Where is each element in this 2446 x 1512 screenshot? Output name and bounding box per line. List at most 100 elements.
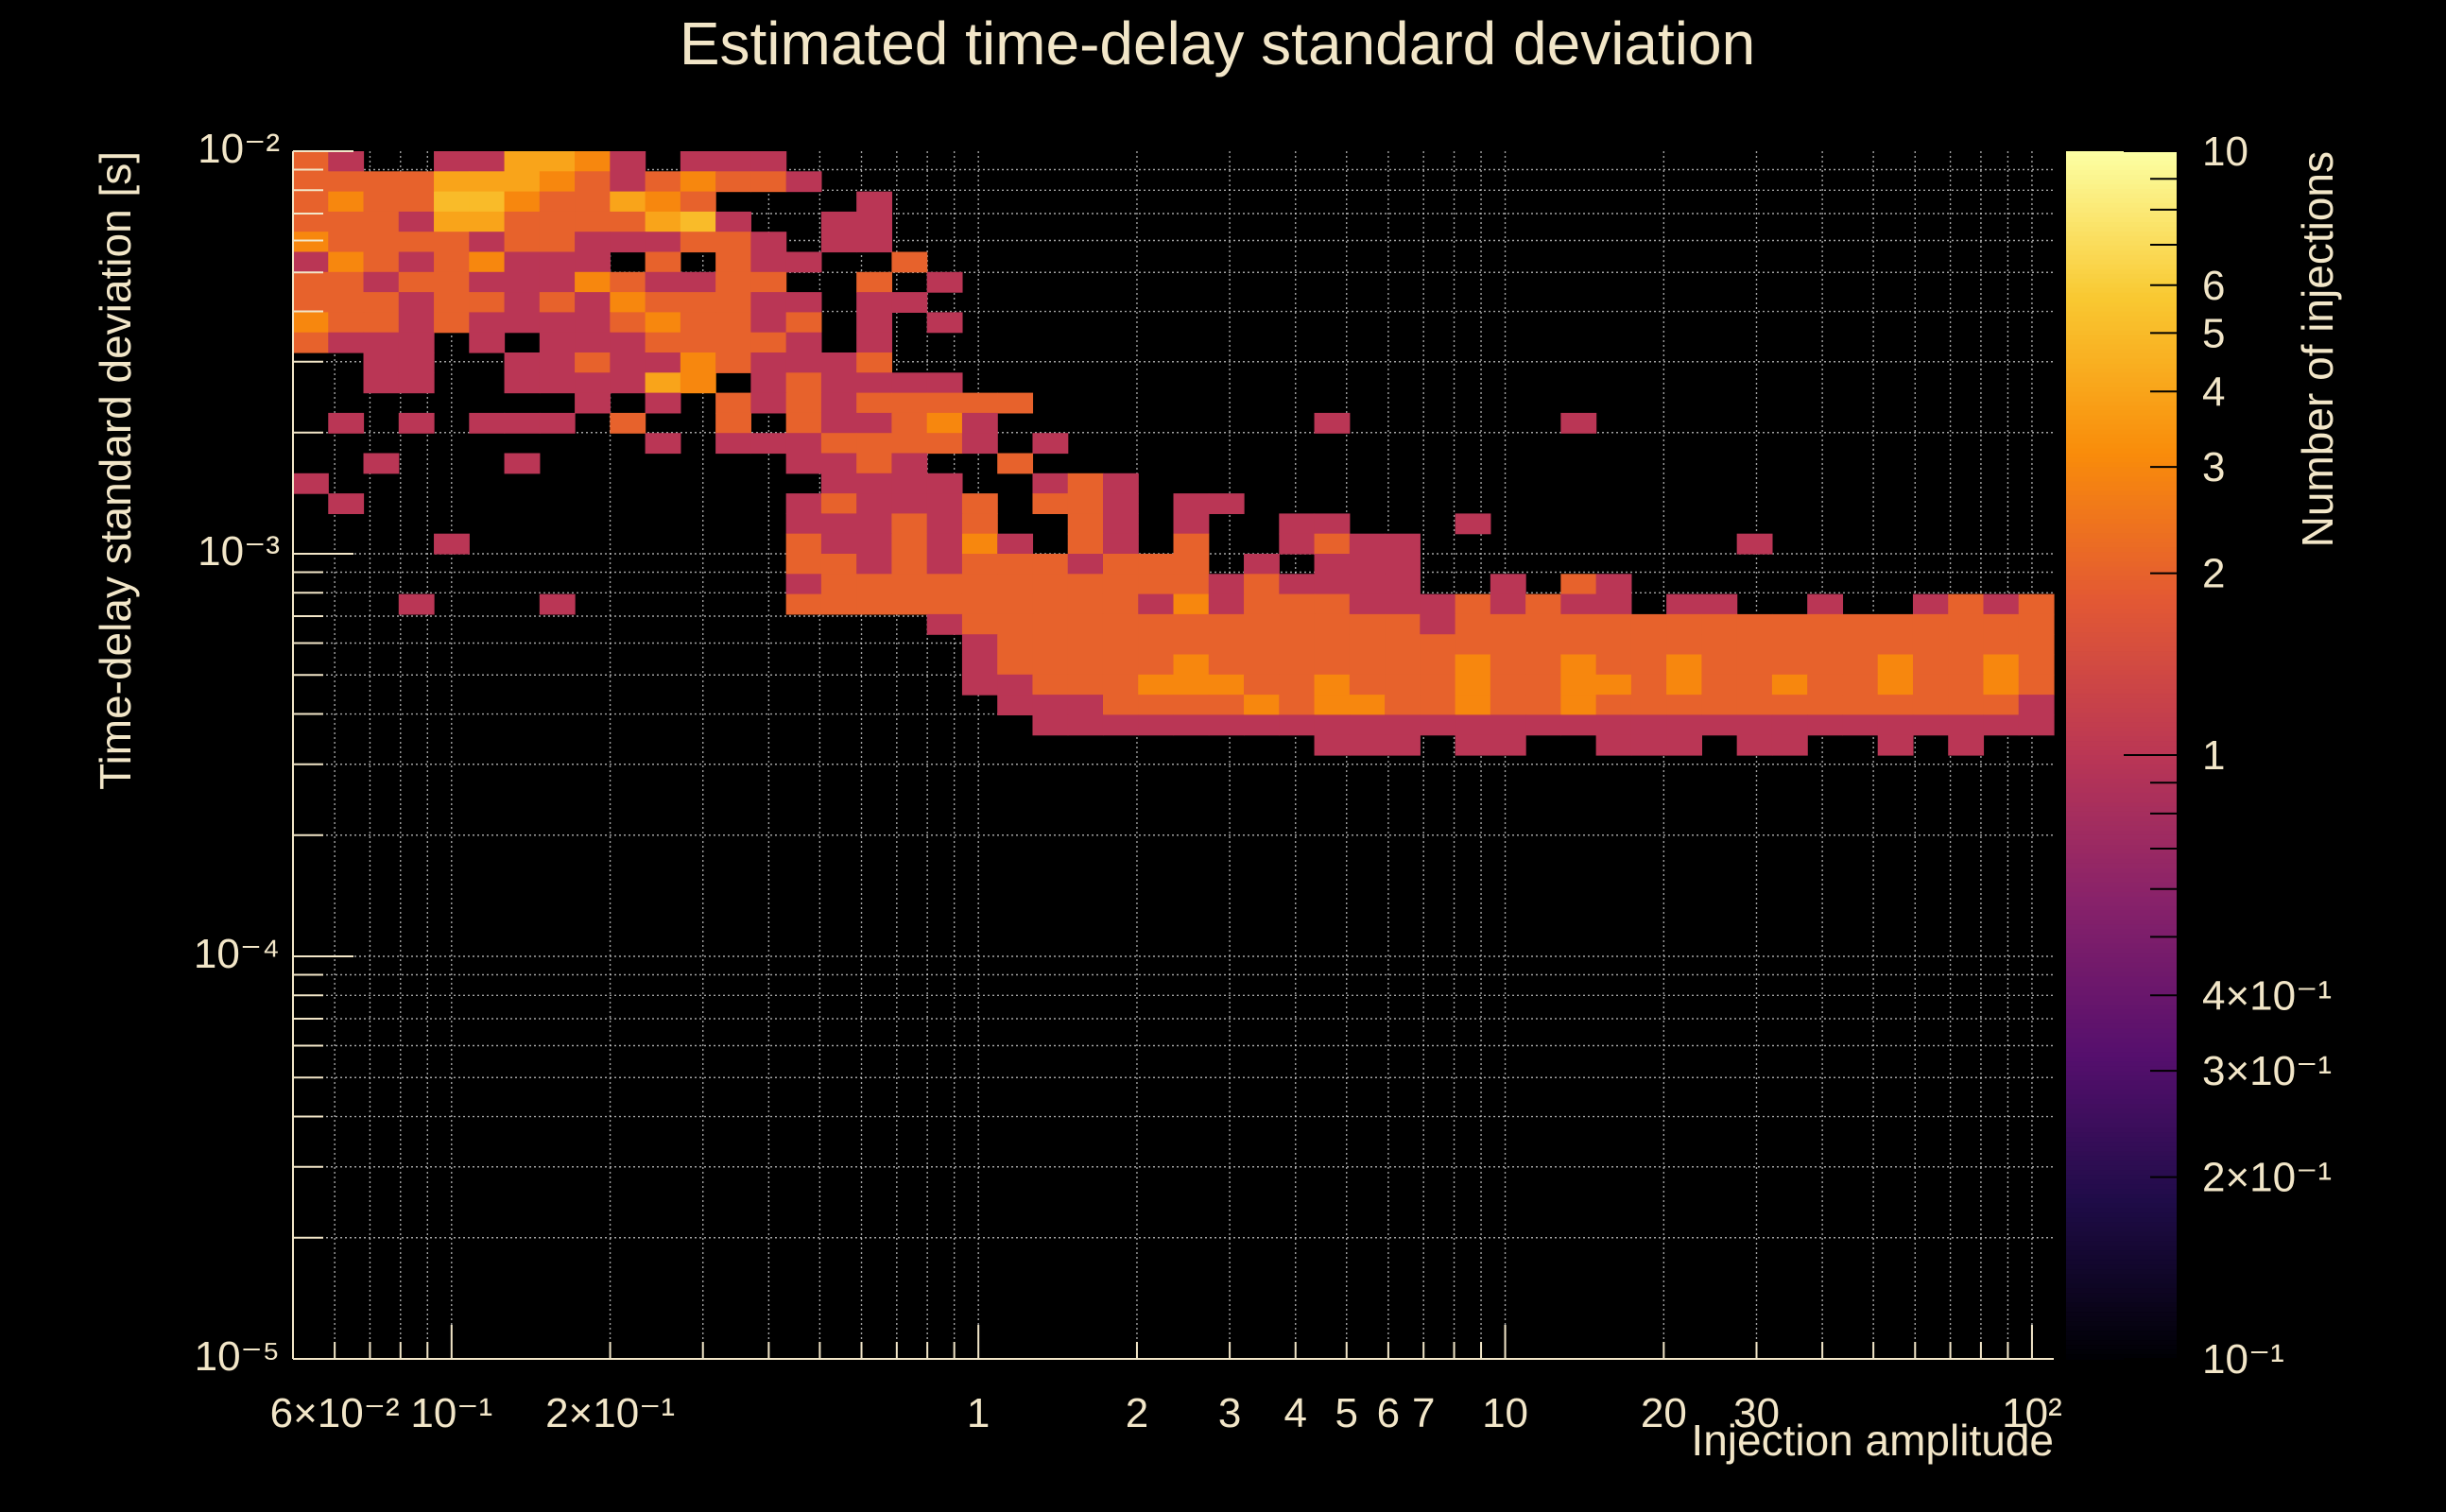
heatmap-cell [1032,674,1069,696]
heatmap-cell [785,453,822,474]
colorbar-segment [2066,1260,2177,1265]
colorbar-segment [2066,278,2177,284]
heatmap-cell [1279,593,1316,615]
heatmap-cell [1067,674,1104,696]
colorbar-segment [2066,1231,2177,1238]
heatmap-cell [961,634,998,656]
heatmap-cell [398,312,435,334]
colorbar-tick-label: 4×10⁻¹ [2202,972,2332,1019]
heatmap-cell [363,352,400,373]
heatmap-cell [1630,674,1667,696]
heatmap-cell [785,412,822,434]
heatmap-cell [856,211,893,232]
colorbar-segment [2066,1052,2177,1058]
heatmap-cell [1244,634,1280,656]
heatmap-cell [1314,412,1351,434]
heatmap-cell [1455,734,1491,756]
heatmap-cell [1666,654,1702,676]
colorbar-segment [2066,1085,2177,1091]
heatmap-cell [1701,654,1738,676]
heatmap-cell [750,292,787,313]
heatmap-cell [645,251,681,273]
colorbar-segment [2066,1184,2177,1191]
heatmap-cell [820,372,857,394]
colorbar-segment [2066,741,2177,747]
heatmap-cell [1701,674,1738,696]
heatmap-cell [997,453,1034,474]
heatmap-cell [1807,593,1844,615]
heatmap-cell [1173,613,1210,635]
colorbar-segment [2066,216,2177,223]
heatmap-cell [1630,695,1667,715]
heatmap-cell [1877,714,1914,736]
heatmap-cell [926,554,963,575]
heatmap-cell [610,352,646,373]
heatmap-cell [1455,634,1491,656]
colorbar-segment [2066,782,2177,789]
colorbar-segment [2066,727,2177,732]
heatmap-cell [1842,654,1879,676]
heatmap-cell [891,251,928,273]
x-tick-label: 20 [1641,1390,1687,1436]
heatmap-cell [1771,714,1808,736]
heatmap-cell [1525,654,1561,676]
heatmap-cell [891,574,928,595]
heatmap-cell [363,191,400,213]
heatmap-cell [1349,533,1386,555]
heatmap-cell [1525,674,1561,696]
heatmap-cell [891,593,928,615]
heatmap-cell [1595,654,1632,676]
heatmap-cell [961,513,998,535]
colorbar-segment [2066,1090,2177,1096]
heatmap-cell [645,292,681,313]
heatmap-cell [1912,674,1949,696]
heatmap-cell [1595,695,1632,715]
heatmap-cell [328,171,365,193]
heatmap-cell [469,332,506,353]
heatmap-cell [750,352,787,373]
colorbar-segment [2066,538,2177,544]
heatmap-cell [1771,634,1808,656]
heatmap-cell [575,312,611,334]
heatmap-cell [1877,654,1914,676]
heatmap-cell [891,412,928,434]
colorbar-segment [2066,1312,2177,1317]
heatmap-cell [1138,674,1175,696]
colorbar-segment [2066,1104,2177,1110]
heatmap-cell [1983,695,2020,715]
heatmap-cell [1490,714,1526,736]
heatmap-cell [1102,554,1139,575]
heatmap-cell [363,232,400,253]
x-tick-label: 10⁻¹ [410,1390,492,1436]
heatmap-cell [785,392,822,414]
colorbar-segment [2066,853,2177,860]
colorbar-segment [2066,415,2177,421]
colorbar-segment [2066,391,2177,398]
heatmap-cell [469,211,506,232]
heatmap-cell [328,191,365,213]
heatmap-cell [1138,634,1175,656]
heatmap-cell [328,251,365,273]
heatmap-cell [750,332,787,353]
heatmap-cell [820,352,857,373]
heatmap-cell [575,191,611,213]
heatmap-cell [398,332,435,353]
heatmap-cell [1314,634,1351,656]
heatmap-cell [328,211,365,232]
heatmap-cell [539,251,576,273]
heatmap-cell [750,372,787,394]
heatmap-cell [469,151,506,172]
colorbar-segment [2066,372,2177,379]
x-tick-label: 2×10⁻¹ [545,1390,675,1436]
heatmap-cell [1032,574,1069,595]
colorbar-segment [2066,500,2177,507]
heatmap-cell [1420,593,1456,615]
x-tick-label: 30 [1733,1390,1780,1436]
colorbar-segment [2066,320,2177,327]
heatmap-cell [328,332,365,353]
heatmap-cell [1455,513,1491,535]
heatmap-cell [434,171,470,193]
heatmap-cell [1279,574,1316,595]
heatmap-cell [820,593,857,615]
heatmap-cell [398,211,435,232]
